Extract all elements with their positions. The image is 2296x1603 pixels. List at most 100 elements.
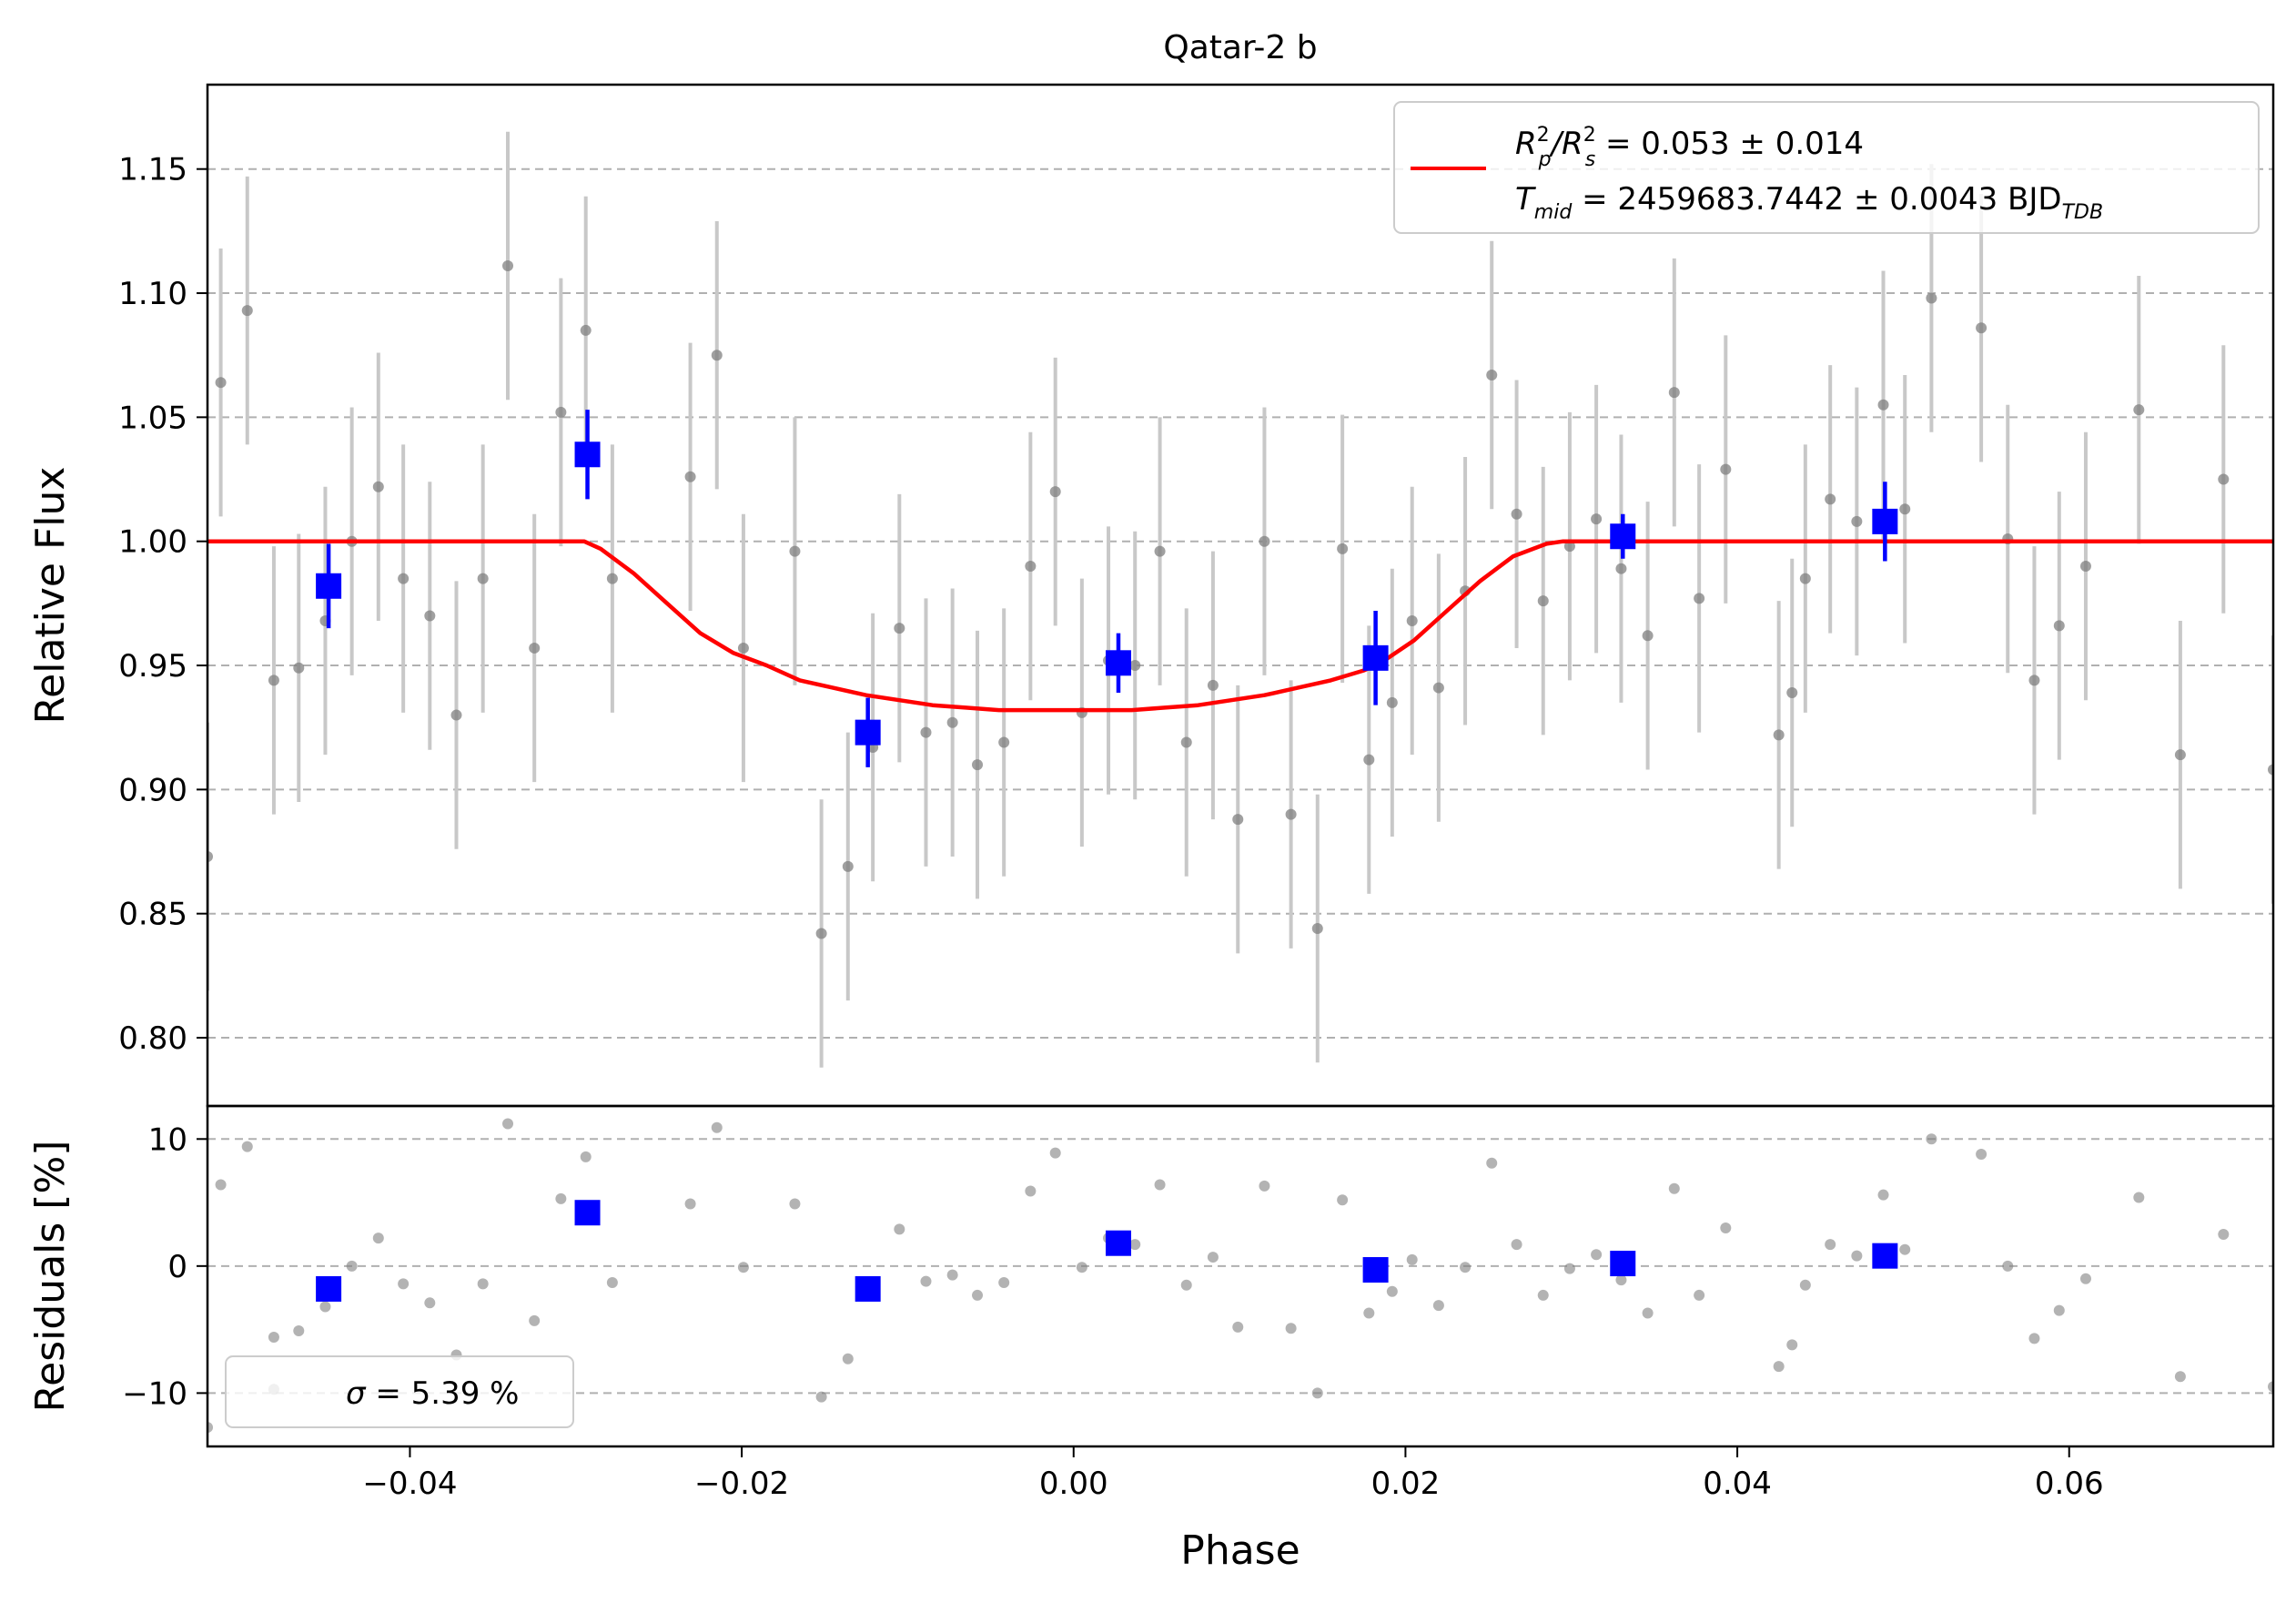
residual-data-point (1563, 1263, 1575, 1274)
flux-data-point (1363, 754, 1375, 766)
residual-data-point (1386, 1285, 1398, 1297)
residual-data-point (789, 1198, 801, 1210)
flux-data-point (920, 726, 932, 738)
flux-data-point (1537, 595, 1549, 607)
residual-data-point (1460, 1262, 1472, 1273)
flux-data-point (372, 481, 384, 492)
residuals-y-ticks: −10 0 10 (122, 1121, 207, 1412)
residual-data-point (1337, 1194, 1349, 1206)
flux-data-point (1615, 563, 1627, 574)
residuals-y-tick-label: −10 (122, 1375, 187, 1412)
residual-data-point (1363, 1307, 1375, 1319)
residuals-y-tick-label: 10 (148, 1121, 187, 1158)
flux-data-point (529, 642, 541, 654)
flux-data-point (1049, 486, 1061, 498)
residual-data-point (346, 1260, 358, 1272)
residual-data-point (1976, 1149, 1988, 1161)
flux-data-point (207, 850, 213, 862)
residual-data-point (711, 1121, 723, 1133)
flux-data-point (815, 928, 827, 939)
flux-data-point (555, 406, 567, 418)
flux-data-point (1207, 679, 1219, 691)
flux-data-point (398, 573, 410, 584)
residual-data-point (1511, 1239, 1522, 1251)
flux-binned-point (1105, 650, 1131, 676)
residuals-y-axis-label: Residuals [%] (27, 1141, 74, 1413)
flux-data-point (1232, 814, 1244, 826)
residual-data-point (920, 1275, 932, 1287)
residual-data-point (207, 1422, 213, 1434)
flux-data-point (2053, 620, 2065, 632)
residual-data-point (319, 1301, 331, 1313)
flux-data-point (1180, 736, 1192, 748)
flux-data-point (842, 860, 854, 872)
flux-legend: R2 p/R2 s = 0.053 ± 0.014 Tmid = 2459683.7… (1393, 101, 2260, 234)
flux-data-point (1563, 541, 1575, 553)
legend-rs-sub: s (1585, 148, 1595, 171)
residual-binned-point (1610, 1251, 1636, 1277)
legend-depth-value: = 0.053 ± 0.014 (1595, 126, 1864, 162)
legend-t-symbol: T (1515, 181, 1536, 218)
legend-tdb-sub: TDB (2062, 201, 2103, 224)
flux-data-point (1511, 508, 1522, 520)
residual-data-point (555, 1192, 567, 1204)
flux-binned-point (316, 573, 342, 599)
residual-data-point (1486, 1157, 1498, 1169)
flux-data-point (946, 716, 958, 728)
flux-data-points (207, 131, 2273, 1068)
legend-rs-symbol: /R (1549, 126, 1583, 162)
flux-data-point (1025, 560, 1037, 572)
legend-t-sub: mid (1534, 201, 1573, 224)
flux-data-point (1877, 399, 1889, 411)
flux-data-point (580, 324, 592, 336)
residual-data-point (1720, 1222, 1732, 1233)
flux-y-tick-label: 1.10 (118, 276, 187, 312)
residual-data-point (2174, 1371, 2186, 1383)
flux-y-tick-label: 0.90 (118, 772, 187, 808)
residual-data-point (1537, 1289, 1549, 1301)
residuals-binned-points (316, 1200, 1898, 1302)
legend-line-2: Tmid = 2459683.7442 ± 0.0043 BJDTDB (1515, 181, 2103, 224)
residual-binned-point (1105, 1230, 1131, 1256)
residual-data-point (477, 1278, 489, 1290)
residual-data-point (894, 1223, 905, 1235)
residual-data-point (1877, 1189, 1889, 1201)
flux-panel: 0.80 0.85 0.90 0.95 1.00 1.05 1.10 1.15 Relativ… (27, 83, 2275, 1108)
flux-data-point (502, 260, 514, 272)
flux-data-point (1432, 682, 1444, 694)
flux-data-point (2028, 675, 2040, 686)
sigma-legend-text: σ = 5.39 % (346, 1375, 519, 1412)
residual-data-point (1232, 1321, 1244, 1333)
flux-y-axis-label: Relative Flux (27, 467, 74, 725)
x-tick-label: −0.02 (694, 1466, 789, 1502)
residual-data-point (529, 1314, 541, 1326)
sigma-symbol: σ (346, 1375, 367, 1412)
flux-data-point (606, 573, 618, 584)
flux-data-point (293, 662, 305, 674)
residual-data-point (998, 1276, 1010, 1288)
residual-data-point (215, 1179, 227, 1191)
flux-data-point (1642, 630, 1654, 642)
flux-binned-point (1362, 644, 1389, 671)
residual-data-point (815, 1391, 827, 1403)
residual-data-point (2028, 1333, 2040, 1344)
flux-data-point (1591, 513, 1603, 525)
flux-data-point (1786, 687, 1798, 699)
flux-data-point (1154, 545, 1166, 557)
residuals-panel: −10 0 10 −0.04 −0.02 0.00 0.02 0.04 0.06 Residu… (27, 1104, 2275, 1574)
flux-data-point (711, 350, 723, 361)
flux-y-tick-label: 1.05 (118, 400, 187, 436)
residual-data-point (684, 1198, 696, 1210)
residual-data-point (1615, 1274, 1627, 1286)
x-tick-label: 0.04 (1703, 1466, 1772, 1502)
transit-model-line (207, 539, 2273, 713)
flux-data-point (789, 545, 801, 557)
x-tick-label: 0.06 (2035, 1466, 2104, 1502)
residual-data-point (2218, 1228, 2230, 1240)
flux-y-tick-label: 0.85 (118, 897, 187, 933)
flux-data-point (2218, 473, 2230, 485)
residual-data-point (268, 1331, 279, 1343)
residual-data-point (241, 1141, 253, 1152)
sigma-value: = 5.39 % (366, 1375, 520, 1412)
